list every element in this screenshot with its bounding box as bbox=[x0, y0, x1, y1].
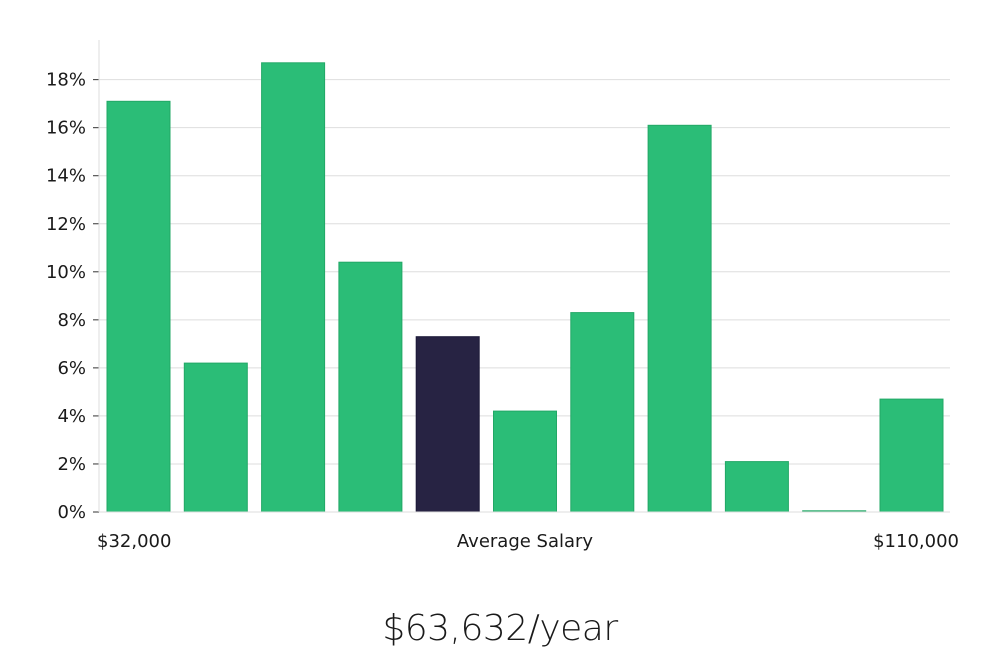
x-center-label: Average Salary bbox=[457, 531, 594, 552]
y-tick-label: 18% bbox=[46, 70, 86, 91]
bar bbox=[647, 124, 712, 513]
average-salary-value: $63,632/year bbox=[382, 608, 618, 649]
bar bbox=[879, 398, 944, 513]
bar bbox=[570, 312, 635, 513]
y-tick-label: 14% bbox=[46, 166, 86, 187]
y-tick-label: 12% bbox=[46, 214, 86, 235]
y-tick-label: 4% bbox=[57, 406, 86, 427]
y-tick-label: 16% bbox=[46, 118, 86, 139]
bar bbox=[338, 261, 403, 513]
bar bbox=[106, 100, 171, 513]
bar-average-salary bbox=[415, 336, 480, 513]
y-tick-label: 10% bbox=[46, 262, 86, 283]
bar bbox=[261, 62, 326, 513]
bar bbox=[493, 410, 557, 513]
bar bbox=[183, 362, 248, 513]
bars bbox=[106, 62, 944, 513]
salary-histogram: 0% 2% 4% 6% 8% 10% 12% 14% 16% 18% $32,000 Averag… bbox=[46, 40, 959, 552]
x-max-label: $110,000 bbox=[873, 531, 959, 552]
y-axis-ticks: 0% 2% 4% 6% 8% 10% 12% 14% 16% 18% bbox=[46, 70, 99, 523]
y-tick-label: 8% bbox=[57, 310, 86, 331]
y-tick-label: 2% bbox=[57, 454, 86, 475]
y-tick-label: 6% bbox=[57, 358, 86, 379]
y-tick-label: 0% bbox=[57, 502, 86, 523]
bar bbox=[724, 461, 789, 513]
x-min-label: $32,000 bbox=[97, 531, 171, 552]
